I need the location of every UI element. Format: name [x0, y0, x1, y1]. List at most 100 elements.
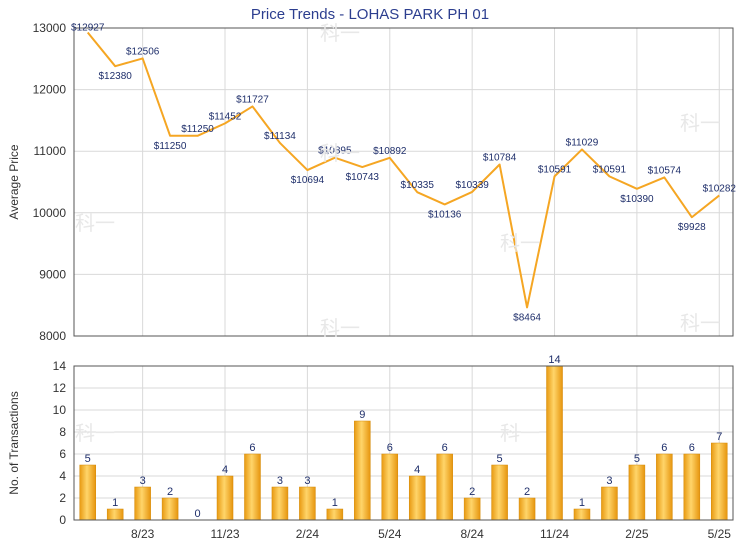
price-point-label: $11250 — [154, 141, 187, 152]
transactions-bar-label: 9 — [359, 409, 365, 421]
transactions-y-tick-label: 4 — [59, 469, 66, 483]
transactions-y-tick-label: 6 — [59, 447, 66, 461]
price-point-label: $11452 — [209, 111, 242, 122]
x-tick-label: 2/25 — [625, 527, 649, 541]
x-tick-label: 11/24 — [540, 527, 569, 541]
transactions-bar-label: 3 — [140, 475, 146, 487]
price-point-label: $10282 — [703, 183, 737, 194]
price-point-label: $12927 — [71, 22, 105, 33]
price-point-label: $10892 — [373, 146, 407, 157]
x-tick-label: 8/24 — [460, 527, 484, 541]
price-y-axis-label: Average Price — [7, 144, 21, 219]
transactions-bar — [518, 497, 536, 521]
transactions-bar-label: 1 — [579, 497, 585, 509]
watermark-text: 科一 — [500, 421, 540, 445]
transactions-bar-label: 4 — [414, 464, 420, 476]
watermark-text: 科一 — [500, 231, 540, 255]
transactions-bar-label: 2 — [469, 486, 475, 498]
transactions-y-tick-label: 8 — [59, 425, 66, 439]
x-tick-label: 8/23 — [131, 527, 155, 541]
transactions-bar — [354, 420, 371, 521]
transactions-bar — [408, 475, 426, 521]
transactions-bar — [683, 453, 701, 521]
transactions-bar-label: 7 — [716, 431, 722, 443]
price-plot: 8000 9000 10000 11000 12000 13000 Average Pric… — [7, 21, 736, 343]
x-tick-label: 5/24 — [378, 527, 402, 541]
transactions-bar-label: 3 — [304, 475, 310, 487]
transactions-bar — [463, 497, 481, 521]
transactions-bar-label: 3 — [277, 475, 283, 487]
transactions-bar — [711, 442, 728, 521]
transactions-y-tick-label: 12 — [53, 381, 67, 395]
price-point-label: $8464 — [513, 312, 541, 323]
transactions-plot: 0 2 4 6 8 10 12 14 5 1 3 2 0 4 6 3 3 1 9 6 4 6 2 5 2 14 1 3 5 6 6 7 8/23… — [7, 354, 734, 541]
price-point-label: $10335 — [401, 180, 435, 191]
transactions-bar-label: 6 — [661, 442, 667, 454]
transactions-y-tick-label: 0 — [59, 513, 66, 527]
price-point-label: $9928 — [678, 222, 706, 233]
price-point-label: $11134 — [264, 131, 296, 142]
watermark-text: 科一 — [75, 421, 115, 445]
transactions-y-tick-label: 2 — [59, 491, 66, 505]
price-y-tick-label: 11000 — [34, 144, 67, 158]
transactions-bar — [299, 486, 316, 521]
transactions-bar-label: 5 — [497, 453, 503, 465]
transactions-plot-area — [74, 366, 733, 520]
transactions-bar-label: 1 — [112, 497, 118, 509]
transactions-bar-label: 14 — [548, 354, 560, 366]
price-point-label: $11029 — [566, 137, 599, 148]
transactions-bar — [656, 453, 673, 521]
chart-title: Price Trends - LOHAS PARK PH 01 — [250, 6, 490, 23]
transactions-bar — [491, 464, 508, 521]
price-y-tick-label: 13000 — [33, 21, 67, 35]
transactions-bar — [216, 475, 234, 521]
price-y-tick-label: 9000 — [39, 267, 66, 281]
x-tick-label: 11/23 — [210, 527, 239, 541]
transactions-bar-label: 1 — [332, 497, 338, 509]
transactions-bar-label: 5 — [634, 453, 640, 465]
transactions-bar — [326, 508, 344, 521]
transactions-bar-label: 6 — [249, 442, 255, 454]
watermark-text: 科一 — [680, 311, 720, 335]
watermark-text: 科一 — [320, 316, 360, 340]
price-point-label: $12380 — [99, 71, 133, 82]
price-point-label: $12506 — [126, 46, 160, 57]
watermark-text: 科一 — [320, 141, 360, 165]
watermark-text: 科一 — [680, 111, 720, 135]
transactions-bar — [436, 453, 453, 521]
price-y-tick-label: 12000 — [33, 83, 67, 97]
price-point-label: $11250 — [181, 124, 214, 135]
transactions-bar — [573, 508, 591, 521]
transactions-bar-label: 6 — [689, 442, 695, 454]
price-point-label: $10895 — [318, 146, 352, 157]
transactions-bar — [381, 453, 399, 521]
transactions-bar — [134, 486, 151, 521]
transactions-bar — [161, 497, 179, 521]
transactions-y-axis-label: No. of Transactions — [7, 391, 21, 494]
transactions-bar-label: 5 — [85, 453, 91, 465]
watermark-text: 科一 — [320, 21, 360, 45]
price-point-label: $10591 — [538, 164, 572, 175]
transactions-bar-label: 2 — [524, 486, 530, 498]
x-tick-label: 5/25 — [708, 527, 732, 541]
transactions-bar — [271, 486, 289, 521]
transactions-bar — [79, 464, 96, 521]
transactions-bar-label: 0 — [195, 508, 201, 520]
price-point-label: $10694 — [291, 175, 325, 186]
price-line-series — [86, 31, 720, 309]
price-point-label: $10784 — [483, 153, 517, 164]
watermark-text: 科一 — [75, 211, 115, 235]
transactions-bar — [244, 453, 261, 521]
transactions-bar-label: 2 — [167, 486, 173, 498]
price-point-label: $11727 — [236, 94, 269, 105]
price-point-label: $10136 — [428, 209, 462, 220]
price-point-label: $10574 — [648, 165, 682, 176]
x-tick-label: 2/24 — [296, 527, 320, 541]
price-point-label: $10339 — [455, 180, 489, 191]
transactions-bar-label: 6 — [442, 442, 448, 454]
transactions-y-tick-label: 10 — [53, 403, 67, 417]
transactions-bar-label: 3 — [606, 475, 612, 487]
price-y-tick-label: 8000 — [39, 329, 66, 343]
transactions-bar — [628, 464, 646, 521]
